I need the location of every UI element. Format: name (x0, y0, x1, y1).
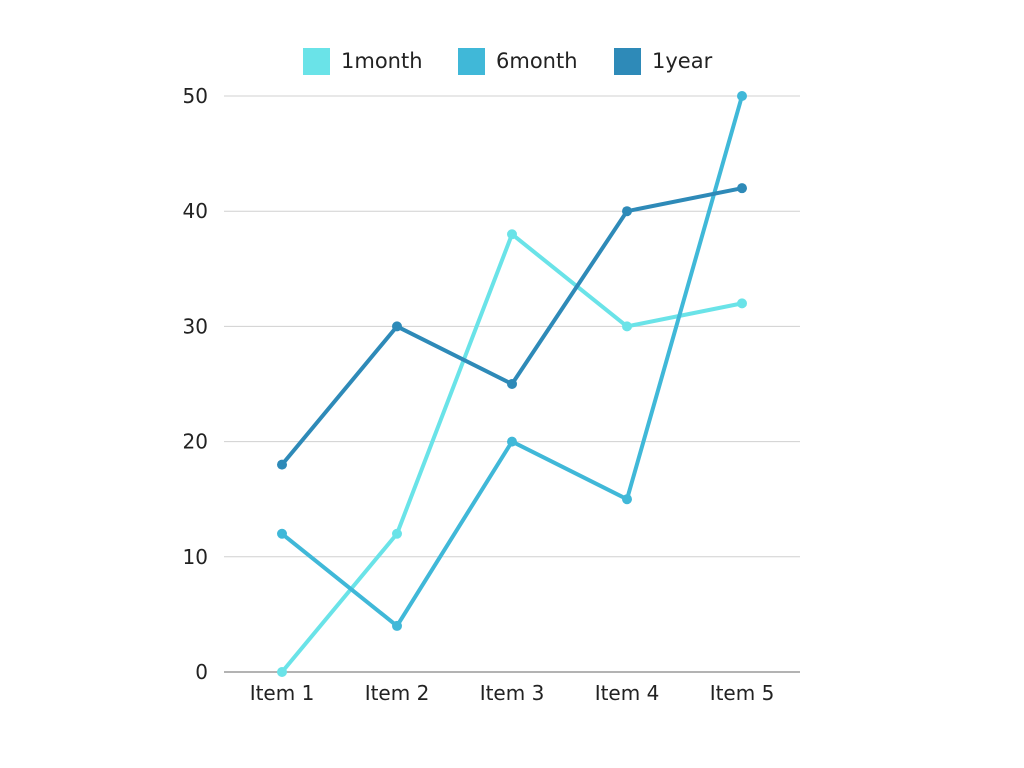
data-point (507, 379, 517, 389)
legend-label: 6month (496, 49, 578, 73)
x-tick-label: Item 4 (595, 681, 660, 705)
x-tick-label: Item 1 (250, 681, 315, 705)
data-point (392, 620, 402, 631)
data-point (507, 436, 517, 447)
y-tick-label: 40 (183, 199, 208, 223)
x-tick-label: Item 5 (710, 681, 775, 705)
series-1month (277, 229, 747, 677)
y-tick-label: 0 (195, 660, 208, 684)
data-point (392, 321, 402, 332)
data-point (737, 183, 747, 194)
legend-swatch (614, 48, 641, 75)
series-line (280, 232, 744, 674)
data-point (277, 667, 287, 677)
legend-swatch (303, 48, 330, 75)
legend-label: 1month (341, 49, 423, 73)
x-tick-label: Item 2 (365, 681, 430, 705)
y-tick-label: 20 (183, 430, 208, 454)
data-point (737, 91, 747, 101)
x-axis: Item 1 Item 2 Item 3 Item 4 Item 5 (250, 681, 775, 705)
data-point (737, 298, 747, 309)
y-tick-label: 10 (183, 545, 208, 569)
legend: 1month 6month 1year (303, 48, 713, 75)
data-point (277, 459, 287, 470)
x-tick-label: Item 3 (480, 681, 545, 705)
legend-item: 1year (614, 48, 713, 75)
legend-item: 6month (458, 48, 578, 75)
data-point (392, 528, 402, 539)
series-6month (277, 91, 747, 631)
legend-label: 1year (652, 49, 713, 73)
data-point (622, 494, 632, 505)
legend-item: 1month (303, 48, 423, 75)
y-tick-label: 30 (183, 314, 208, 338)
legend-swatch (458, 48, 485, 75)
y-tick-label: 50 (183, 84, 208, 108)
data-point (622, 321, 632, 332)
series-line (280, 94, 744, 628)
data-point (277, 528, 287, 539)
series-1year (277, 183, 747, 470)
y-axis: 0 10 20 30 40 50 (183, 84, 208, 684)
data-point (507, 229, 517, 240)
data-point (622, 206, 632, 217)
series-layer (277, 91, 747, 677)
